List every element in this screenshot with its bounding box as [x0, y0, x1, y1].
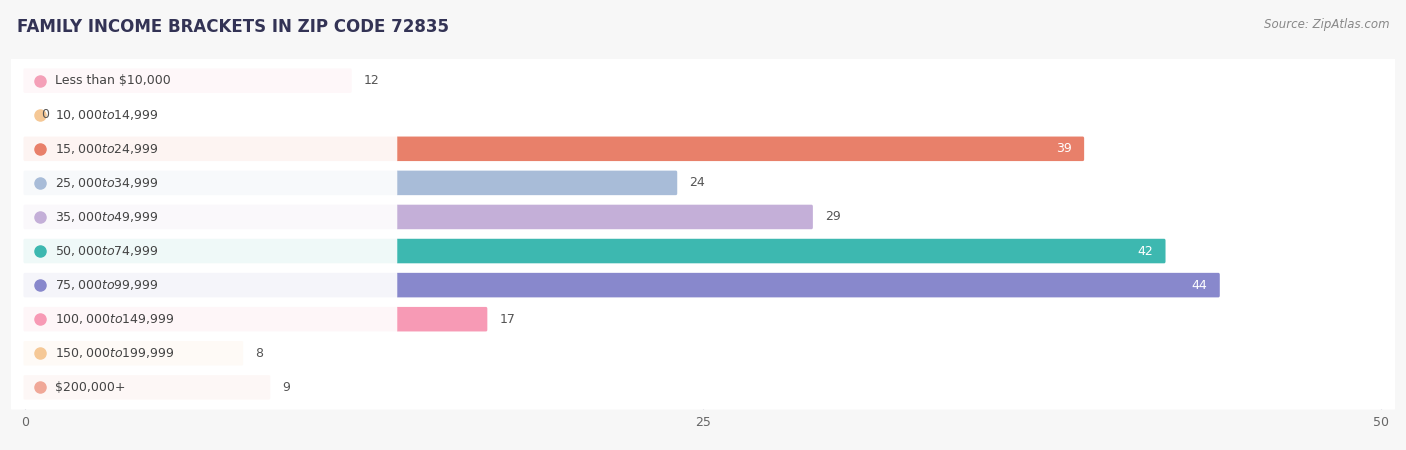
Text: 39: 39	[1056, 142, 1071, 155]
Text: 29: 29	[825, 211, 841, 224]
Text: $15,000 to $24,999: $15,000 to $24,999	[55, 142, 157, 156]
Text: $35,000 to $49,999: $35,000 to $49,999	[55, 210, 157, 224]
FancyBboxPatch shape	[24, 136, 1084, 161]
Text: $100,000 to $149,999: $100,000 to $149,999	[55, 312, 174, 326]
Text: $150,000 to $199,999: $150,000 to $199,999	[55, 346, 174, 360]
FancyBboxPatch shape	[21, 302, 398, 337]
Text: 0: 0	[41, 108, 49, 121]
Text: Source: ZipAtlas.com: Source: ZipAtlas.com	[1264, 18, 1389, 31]
FancyBboxPatch shape	[7, 195, 1399, 239]
FancyBboxPatch shape	[24, 239, 1166, 263]
Text: 24: 24	[689, 176, 706, 189]
FancyBboxPatch shape	[7, 263, 1399, 307]
FancyBboxPatch shape	[21, 268, 398, 302]
FancyBboxPatch shape	[21, 166, 398, 200]
Text: 12: 12	[364, 74, 380, 87]
Text: 8: 8	[256, 347, 263, 360]
FancyBboxPatch shape	[21, 370, 398, 405]
FancyBboxPatch shape	[24, 68, 351, 93]
Text: $75,000 to $99,999: $75,000 to $99,999	[55, 278, 157, 292]
FancyBboxPatch shape	[24, 375, 270, 400]
Text: $10,000 to $14,999: $10,000 to $14,999	[55, 108, 157, 122]
FancyBboxPatch shape	[24, 341, 243, 365]
FancyBboxPatch shape	[21, 63, 398, 98]
Text: FAMILY INCOME BRACKETS IN ZIP CODE 72835: FAMILY INCOME BRACKETS IN ZIP CODE 72835	[17, 18, 449, 36]
FancyBboxPatch shape	[7, 297, 1399, 342]
FancyBboxPatch shape	[7, 58, 1399, 103]
FancyBboxPatch shape	[7, 93, 1399, 137]
Text: 9: 9	[283, 381, 291, 394]
FancyBboxPatch shape	[21, 200, 398, 234]
FancyBboxPatch shape	[21, 131, 398, 166]
FancyBboxPatch shape	[21, 336, 398, 371]
FancyBboxPatch shape	[24, 171, 678, 195]
FancyBboxPatch shape	[21, 234, 398, 268]
Text: $50,000 to $74,999: $50,000 to $74,999	[55, 244, 157, 258]
Text: Less than $10,000: Less than $10,000	[55, 74, 170, 87]
Text: $25,000 to $34,999: $25,000 to $34,999	[55, 176, 157, 190]
FancyBboxPatch shape	[7, 331, 1399, 375]
FancyBboxPatch shape	[7, 365, 1399, 410]
FancyBboxPatch shape	[7, 229, 1399, 273]
FancyBboxPatch shape	[21, 97, 398, 132]
FancyBboxPatch shape	[7, 126, 1399, 171]
FancyBboxPatch shape	[7, 161, 1399, 205]
FancyBboxPatch shape	[24, 307, 488, 332]
FancyBboxPatch shape	[24, 205, 813, 229]
Text: 17: 17	[499, 313, 516, 326]
Text: $200,000+: $200,000+	[55, 381, 125, 394]
Text: 44: 44	[1192, 279, 1208, 292]
FancyBboxPatch shape	[24, 273, 1220, 297]
Text: 42: 42	[1137, 244, 1153, 257]
